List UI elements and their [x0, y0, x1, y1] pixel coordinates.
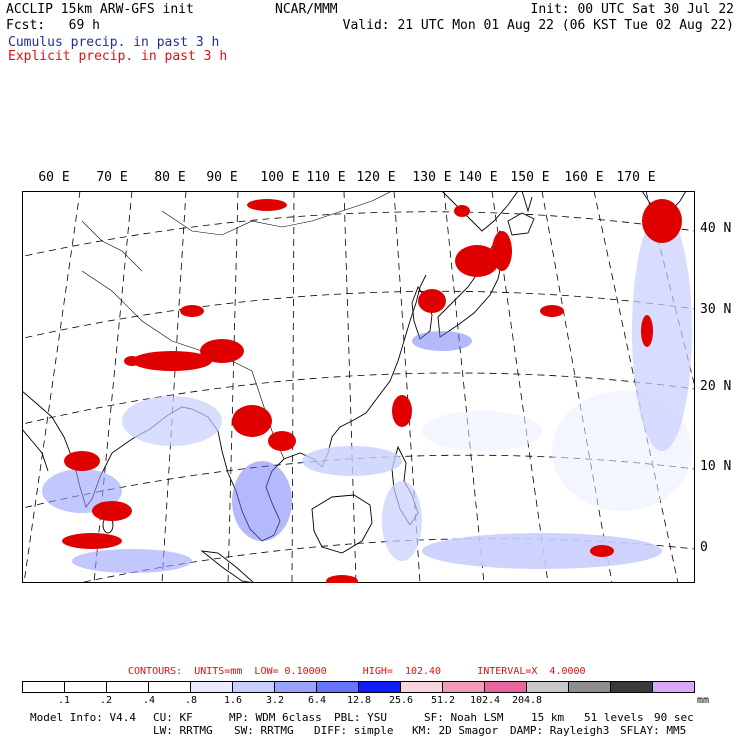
- cumulus-precip-label: Cumulus precip. in past 3 h: [8, 35, 220, 50]
- lon-label: 130 E: [412, 170, 452, 185]
- scale-swatch: [401, 682, 443, 692]
- lon-label: 100 E: [260, 170, 300, 185]
- contours-info: CONTOURS: UNITS=mm LOW= 0.10000 HIGH= 10…: [128, 666, 586, 677]
- lon-label: 80 E: [154, 170, 186, 185]
- precipitation-map: [22, 191, 695, 583]
- lon-label: 90 E: [206, 170, 238, 185]
- scale-tick: 3.2: [265, 695, 285, 706]
- lon-label: 120 E: [356, 170, 396, 185]
- center-label: NCAR/MMM: [275, 2, 338, 17]
- resolution: 15 km: [531, 711, 565, 724]
- scale-tick: 1.6: [223, 695, 243, 706]
- scale-swatch: [317, 682, 359, 692]
- sf-scheme: SF: Noah LSM: [424, 711, 504, 724]
- lon-label: 160 E: [564, 170, 604, 185]
- cumulus-precip-field: [42, 211, 692, 573]
- longitude-labels: 60 E 70 E 80 E 90 E 100 E 110 E 120 E 13…: [0, 170, 740, 186]
- color-scale-bar: [22, 681, 695, 693]
- pbl-scheme: PBL: YSU: [334, 711, 387, 724]
- scale-tick: 51.2: [430, 695, 456, 706]
- lon-label: 60 E: [38, 170, 70, 185]
- valid-time: Valid: 21 UTC Mon 01 Aug 22 (06 KST Tue …: [342, 18, 734, 33]
- sw-scheme: SW: RRTMG: [234, 724, 294, 737]
- scale-swatch: [23, 682, 65, 692]
- diff-scheme: DIFF: simple: [314, 724, 394, 737]
- scale-tick: 12.8: [346, 695, 372, 706]
- scale-tick: 102.4: [469, 695, 501, 706]
- scale-swatch: [233, 682, 275, 692]
- lon-label: 140 E: [458, 170, 498, 185]
- levels: 51 levels: [584, 711, 644, 724]
- scale-swatch: [653, 682, 694, 692]
- scale-swatch: [443, 682, 485, 692]
- scale-swatch: [149, 682, 191, 692]
- explicit-precip-field: [62, 199, 682, 583]
- damp-scheme: DAMP: Rayleigh3: [510, 724, 610, 737]
- scale-tick: .4: [142, 695, 156, 706]
- scale-swatch: [65, 682, 107, 692]
- scale-swatch: [569, 682, 611, 692]
- scale-tick: .1: [57, 695, 71, 706]
- scale-tick: 6.4: [307, 695, 327, 706]
- product-title: ACCLIP 15km ARW-GFS init: [6, 2, 194, 17]
- scale-swatch: [275, 682, 317, 692]
- scale-swatch: [191, 682, 233, 692]
- lat-label: 30 N: [700, 302, 732, 317]
- scale-tick: .2: [99, 695, 113, 706]
- scale-swatch: [527, 682, 569, 692]
- lon-label: 170 E: [616, 170, 656, 185]
- scale-swatch: [107, 682, 149, 692]
- explicit-precip-label: Explicit precip. in past 3 h: [8, 49, 228, 64]
- scale-swatch: [485, 682, 527, 692]
- lon-label: 150 E: [510, 170, 550, 185]
- mp-scheme: MP: WDM 6class: [229, 711, 322, 724]
- lat-label: 20 N: [700, 379, 732, 394]
- scale-tick: .8: [184, 695, 198, 706]
- scale-tick: 204.8: [511, 695, 543, 706]
- map-frame: [22, 191, 695, 583]
- lat-label: 10 N: [700, 459, 732, 474]
- lat-label: 40 N: [700, 221, 732, 236]
- scale-swatch: [611, 682, 653, 692]
- km-scheme: KM: 2D Smagor: [412, 724, 499, 737]
- lw-scheme: LW: RRTMG: [153, 724, 213, 737]
- forecast-hour: Fcst: 69 h: [6, 18, 100, 33]
- scale-unit: mm: [697, 695, 710, 706]
- scale-tick: 25.6: [388, 695, 414, 706]
- lon-label: 110 E: [306, 170, 346, 185]
- scale-swatch: [359, 682, 401, 692]
- timestep: 90 sec: [654, 711, 694, 724]
- sflay-scheme: SFLAY: MM5: [620, 724, 687, 737]
- model-info: Model Info: V4.4: [30, 711, 136, 724]
- lon-label: 70 E: [96, 170, 128, 185]
- lat-label: 0: [700, 540, 708, 555]
- init-time: Init: 00 UTC Sat 30 Jul 22: [530, 2, 735, 17]
- cu-scheme: CU: KF: [153, 711, 193, 724]
- precip-fields: [42, 199, 692, 583]
